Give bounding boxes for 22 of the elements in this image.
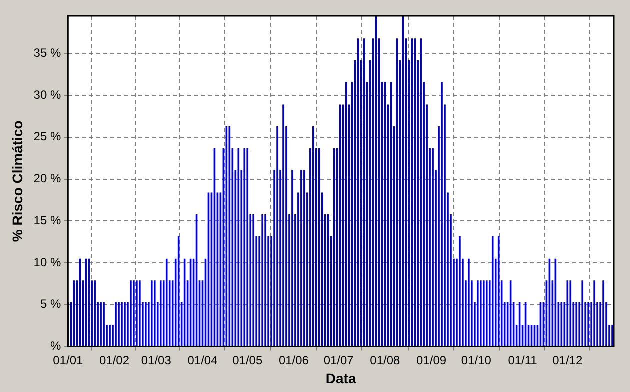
x-tick-label: 01/07 (324, 353, 354, 368)
x-tick-label: 01/02 (99, 353, 130, 368)
y-tick-label: 5 % (40, 297, 62, 312)
x-tick-label: 01/12 (552, 353, 583, 368)
x-tick-label: 01/09 (416, 353, 447, 368)
x-tick-label: 01/01 (53, 353, 84, 368)
x-axis-title: Data (326, 370, 356, 386)
x-tick-label: 01/06 (278, 353, 310, 368)
x-tick-label: 01/04 (188, 353, 218, 368)
y-axis-title: % Risco Climático (9, 120, 26, 242)
y-tick-label: 25 % (34, 130, 62, 144)
x-tick-label: 01/08 (370, 353, 401, 368)
x-tick-label: 01/10 (461, 353, 492, 368)
y-tick-label: 35 % (34, 46, 62, 60)
y-tick-label: % (50, 339, 62, 354)
y-tick-label: 20 % (34, 172, 62, 186)
x-tick-label: 01/05 (232, 353, 263, 368)
y-tick-label: 10 % (34, 255, 62, 270)
x-tick-label: 01/03 (141, 353, 172, 368)
y-tick-label: 30 % (34, 88, 62, 102)
y-tick-label: 15 % (34, 213, 62, 228)
x-tick-label: 01/11 (508, 353, 538, 368)
